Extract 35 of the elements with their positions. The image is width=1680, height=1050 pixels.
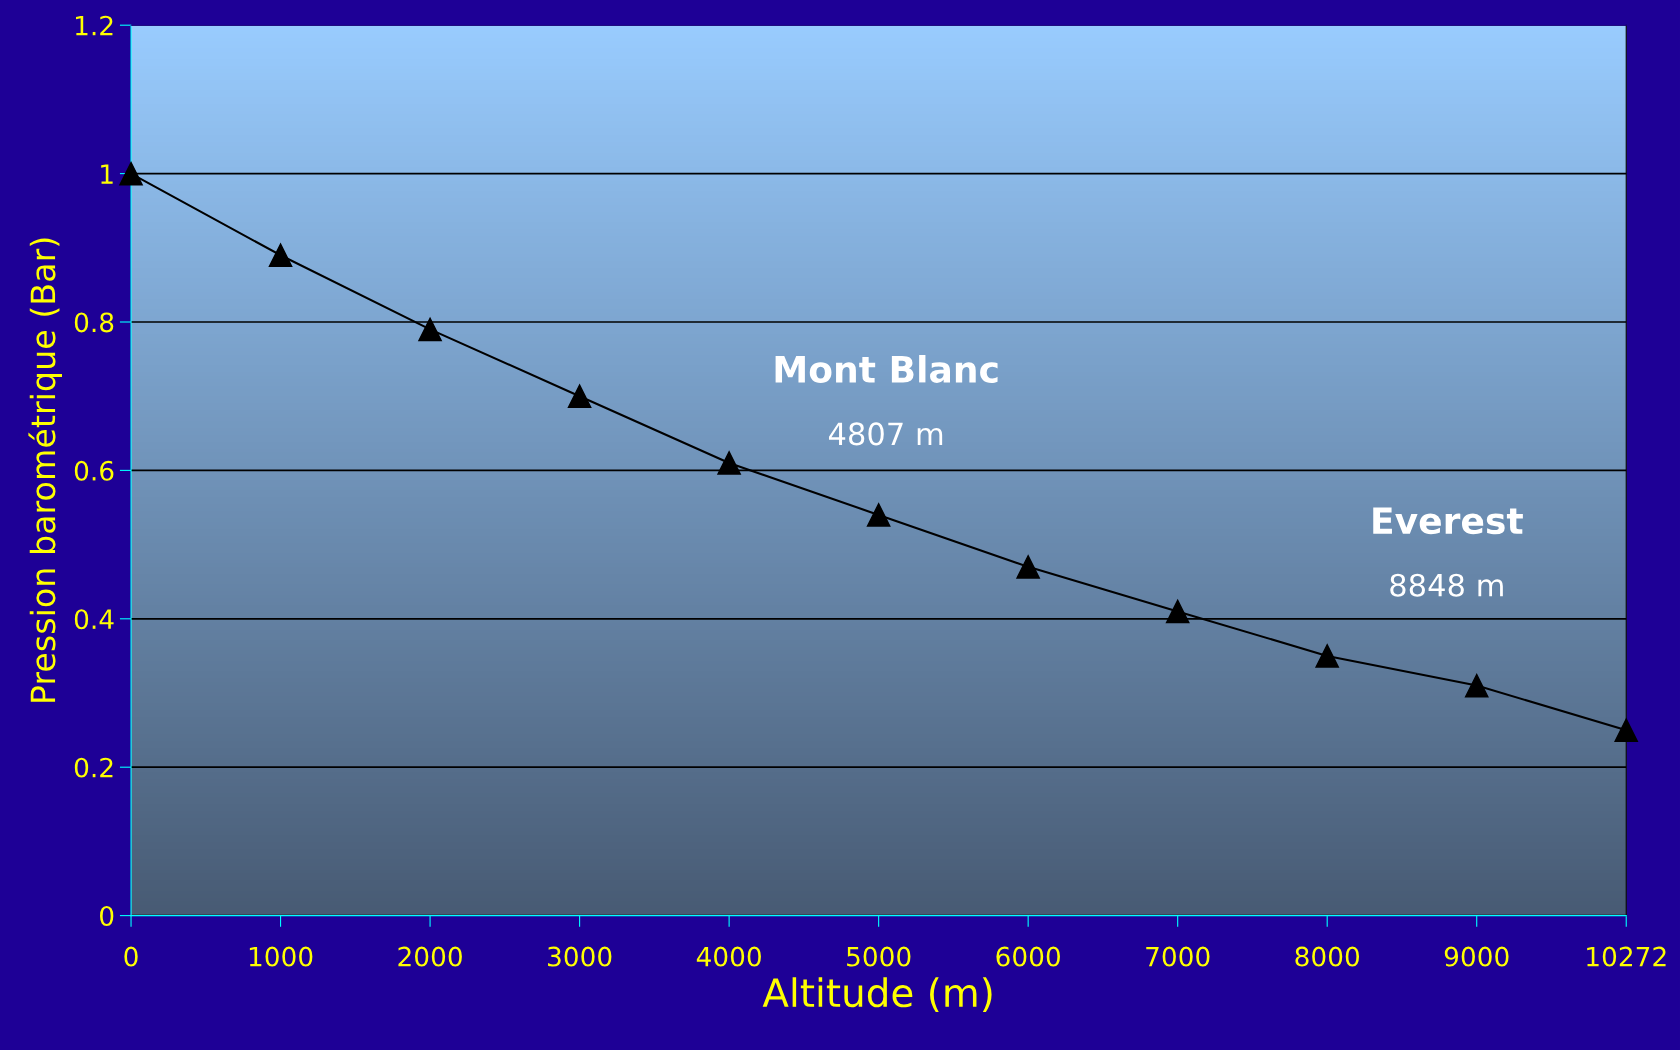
x-tick-label: 6000 — [996, 946, 1060, 967]
point — [418, 317, 442, 342]
y-tick-label: 1 — [101, 164, 113, 184]
x-tick-label: 4000 — [696, 946, 761, 967]
x-tick-label: 9000 — [1444, 946, 1509, 967]
point — [717, 451, 741, 475]
point — [1165, 599, 1190, 624]
annotation: 8848 m — [1390, 573, 1503, 597]
point — [1315, 644, 1340, 668]
x-axis-title: Altitude (m) — [762, 977, 992, 1012]
x-tick-label: 0 — [124, 946, 138, 967]
x-tick-label: 1000 — [249, 946, 313, 967]
point — [1614, 718, 1639, 742]
y-tick-label: 0.4 — [74, 609, 114, 630]
x-tick-label: 10272 — [1587, 946, 1666, 967]
y-tick-label: 0.2 — [74, 757, 113, 778]
point — [119, 161, 143, 186]
point — [1016, 555, 1040, 579]
point — [567, 384, 592, 409]
x-tick-label: 2000 — [398, 946, 462, 967]
y-tick-label: 0.8 — [74, 312, 114, 333]
annotation: Mont Blanc — [775, 354, 998, 383]
y-tick-label: 0 — [100, 906, 114, 926]
point — [1464, 673, 1489, 698]
point — [866, 503, 891, 527]
x-tick-label: 3000 — [548, 946, 612, 967]
y-axis-title: Pression barométrique (Bar) — [28, 238, 62, 702]
annotation: 4807 m — [828, 422, 943, 446]
x-tick-label: 7000 — [1146, 946, 1210, 967]
x-tick-label: 5000 — [847, 946, 911, 967]
point — [268, 243, 293, 268]
x-tick-label: 8000 — [1295, 946, 1360, 967]
annotation: Everest — [1373, 507, 1523, 535]
y-tick-label: 1.2 — [76, 15, 113, 36]
y-tick-label: 0.6 — [74, 460, 114, 481]
